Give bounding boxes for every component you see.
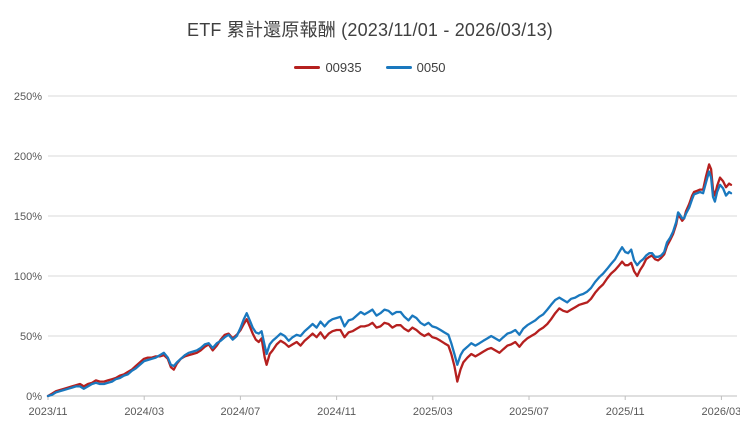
- chart-title: ETF 累計還原報酬 (2023/11/01 - 2026/03/13): [186, 20, 554, 40]
- x-tick-label: 2026/03: [702, 406, 740, 418]
- series-line-0050: [46, 170, 733, 398]
- y-tick-label: 50%: [20, 331, 42, 343]
- legend-line-swatch-blue: [385, 65, 412, 69]
- legend-item-0050: 0050: [385, 59, 446, 75]
- y-tick-label: 0%: [26, 391, 42, 403]
- x-tick-label: 2024/07: [221, 406, 261, 418]
- legend-label-0050: 0050: [416, 59, 446, 75]
- y-tick-label: 150%: [14, 211, 42, 223]
- series-line-00935: [46, 163, 733, 398]
- y-tick-label: 100%: [14, 271, 42, 283]
- legend-line-swatch-red: [294, 65, 321, 69]
- x-tick-label: 2025/03: [413, 406, 453, 418]
- x-tick-label: 2023/11: [29, 406, 68, 418]
- x-tick-label: 2025/11: [606, 406, 645, 418]
- x-tick-label: 2024/03: [124, 406, 164, 418]
- legend-item-00935: 00935: [294, 59, 362, 75]
- chart-legend: 00935 0050: [0, 58, 740, 76]
- x-tick-label: 2024/11: [317, 406, 356, 418]
- y-tick-label: 200%: [14, 151, 42, 163]
- x-tick-label: 2025/07: [509, 406, 549, 418]
- y-tick-label: 250%: [14, 91, 42, 103]
- legend-label-00935: 00935: [325, 59, 362, 75]
